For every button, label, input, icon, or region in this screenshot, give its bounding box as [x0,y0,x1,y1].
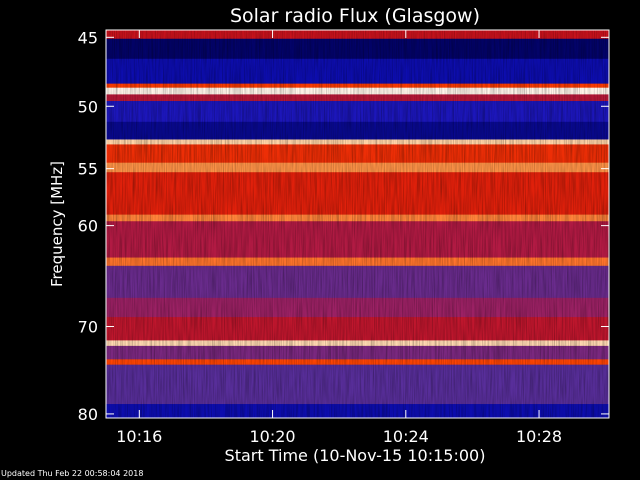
x-tick-label: 10:28 [516,427,562,446]
y-tick-label: 80 [78,405,98,424]
y-tick-label: 50 [78,97,98,116]
chart-title: Solar radio Flux (Glasgow) [230,5,480,27]
y-axis-label: Frequency [MHz] [48,161,66,287]
y-axis: 45 50 55 60 70 80 [78,28,609,424]
y-tick-label: 55 [78,160,98,179]
update-timestamp: Updated Thu Feb 22 00:58:04 2018 [1,469,144,478]
plot-frame [105,29,610,419]
x-tick-label: 10:24 [383,427,429,446]
x-axis-label: Start Time (10-Nov-15 10:15:00) [225,446,486,465]
texture-overlay [106,30,609,418]
x-axis: 10:16 10:20 10:24 10:28 [116,30,562,446]
x-tick-label: 10:20 [250,427,296,446]
x-tick-label: 10:16 [116,427,162,446]
y-tick-label: 70 [78,318,98,337]
y-tick-label: 60 [78,217,98,236]
y-tick-label: 45 [78,28,98,47]
